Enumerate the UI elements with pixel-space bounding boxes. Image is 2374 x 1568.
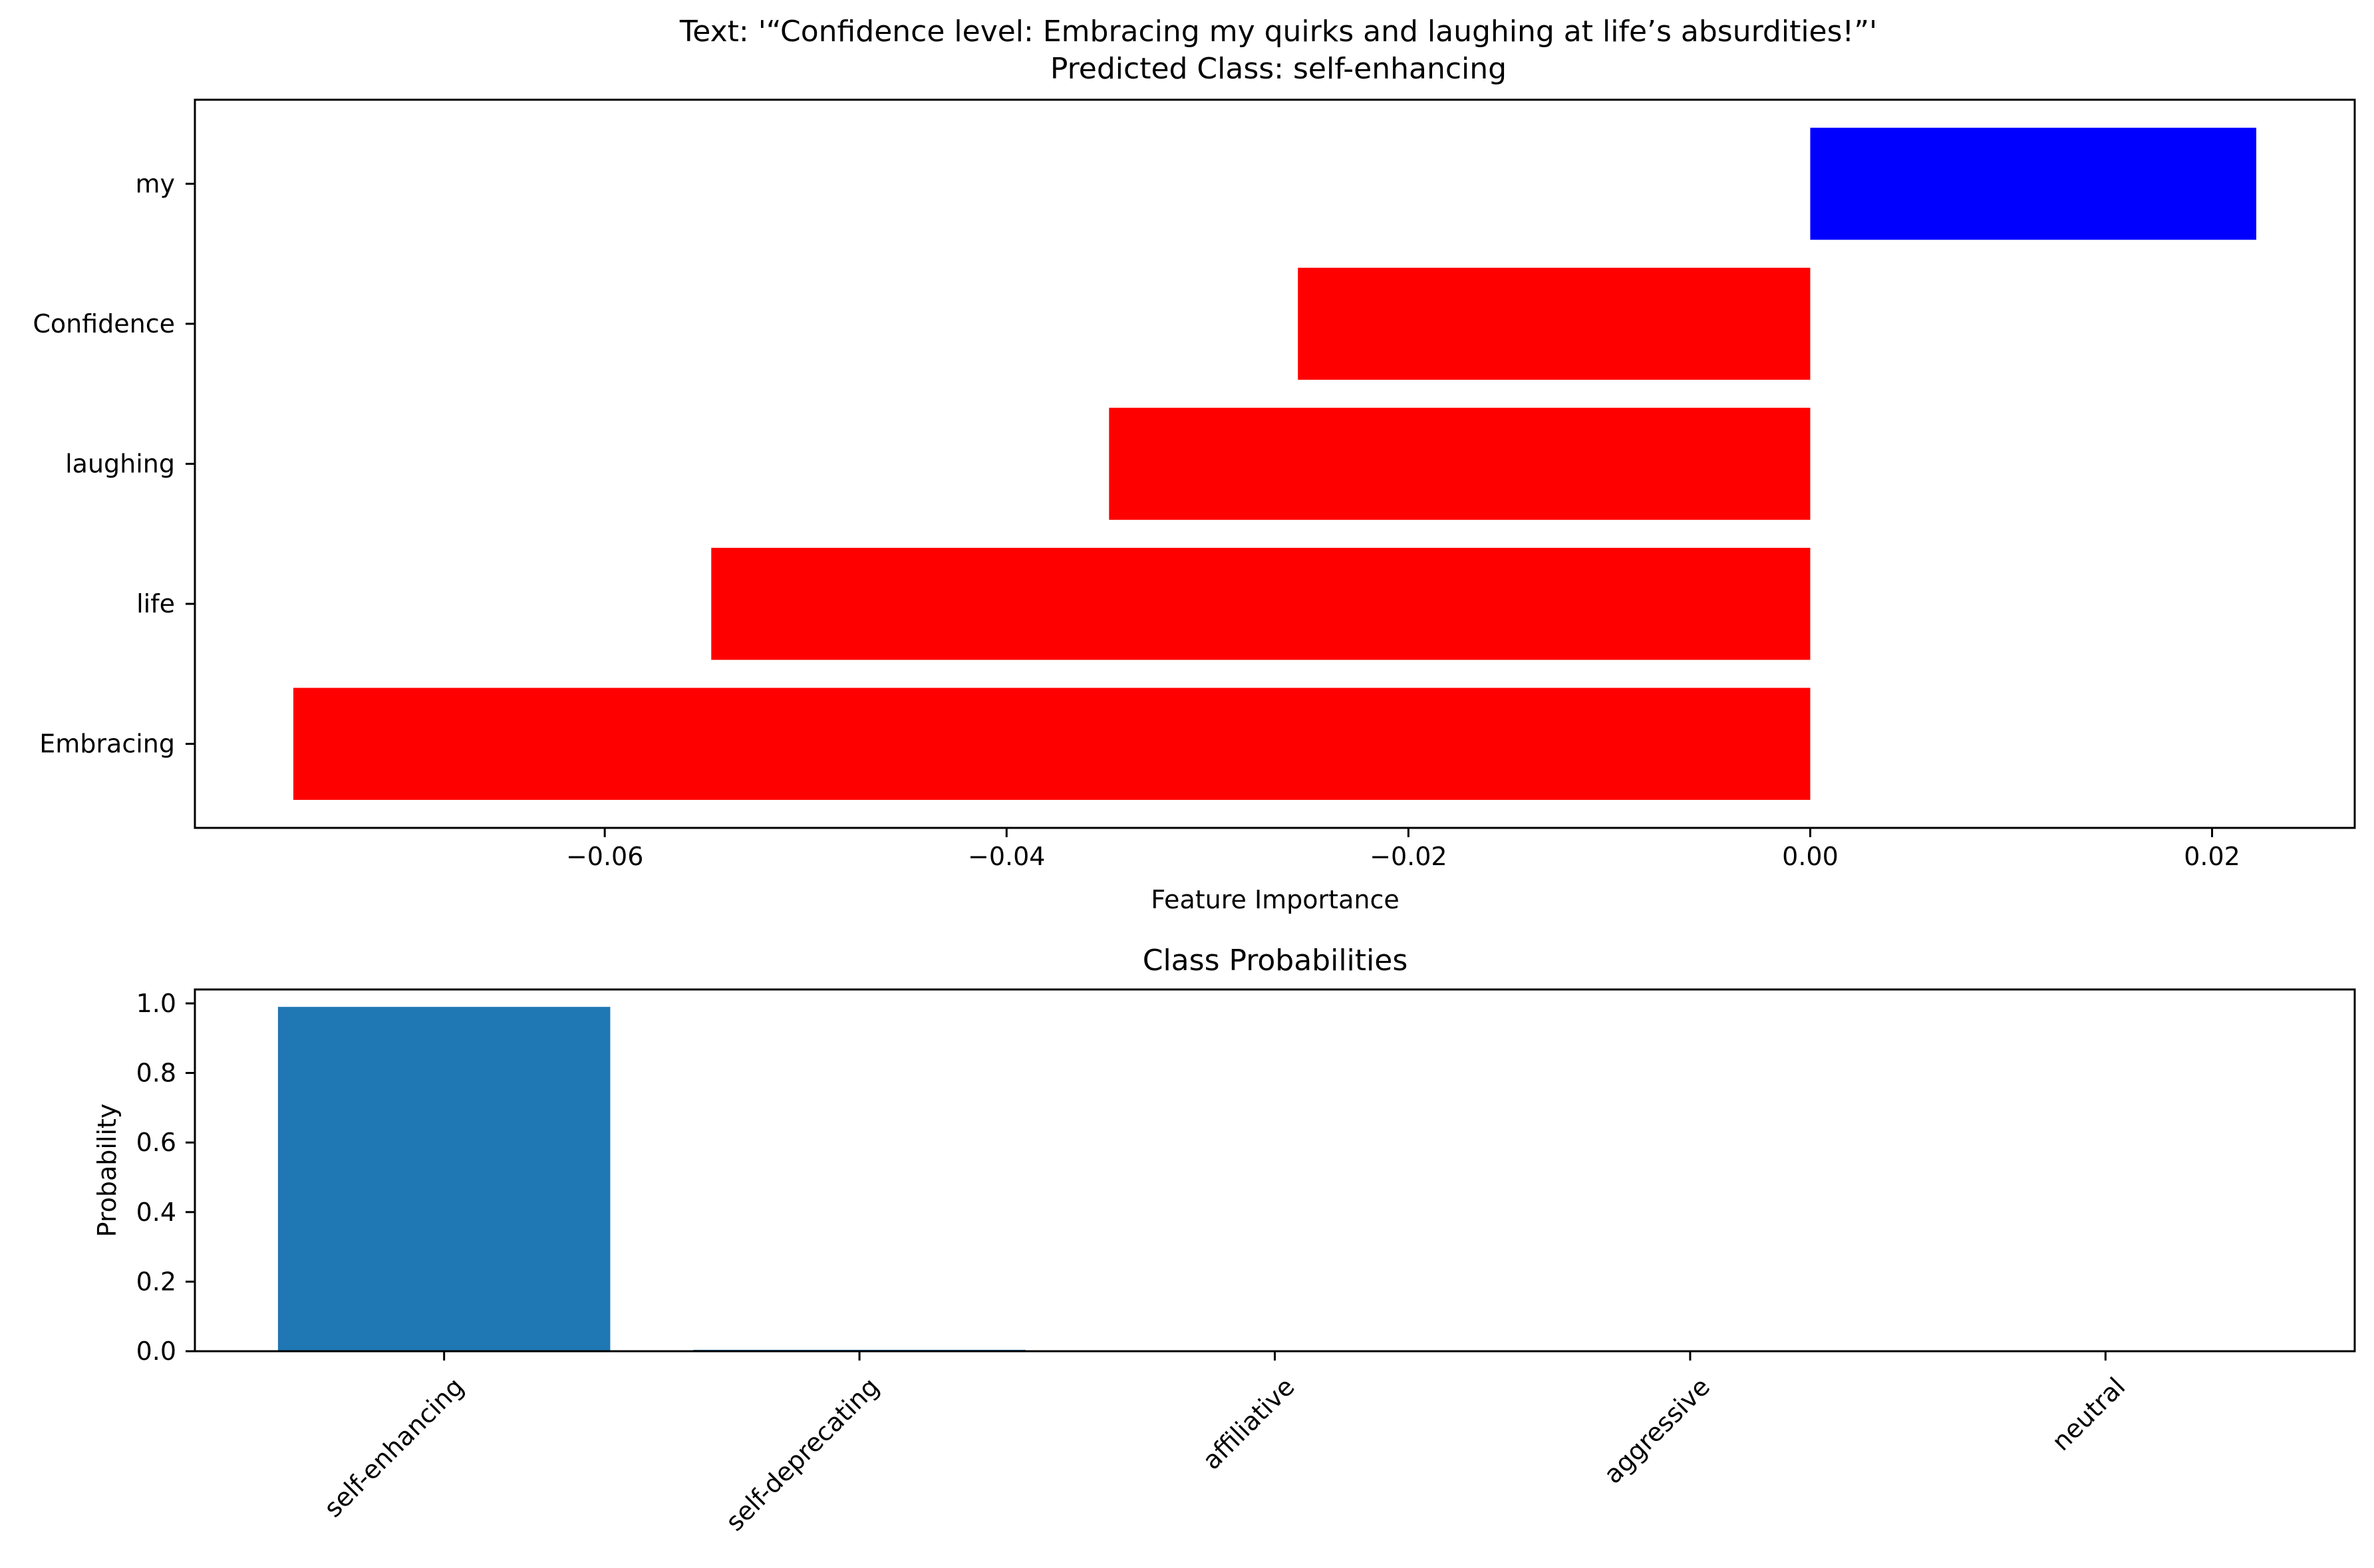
feature-bar-embracing	[293, 688, 1811, 800]
feature-importance-x-axis-label: Feature Importance	[1151, 885, 1399, 914]
x-tick-label: 0.02	[2184, 842, 2240, 871]
y-tick-label-life: life	[136, 589, 175, 618]
x-tick-label: −0.02	[1370, 842, 1447, 871]
probability-bar-self-enhancing	[277, 1007, 611, 1351]
class-probabilities-y-axis-label: Probability	[92, 1104, 122, 1238]
y-tick-label: 0.4	[136, 1198, 176, 1227]
x-tick-label: 0.00	[1782, 842, 1839, 871]
feature-bar-laughing	[1109, 408, 1811, 520]
y-tick-label: 0.0	[136, 1337, 176, 1366]
y-tick-label-my: my	[135, 169, 175, 198]
y-tick-label-laughing: laughing	[65, 450, 175, 479]
x-tick-label: −0.04	[968, 842, 1045, 871]
figure-title-line1: Text: '“Confidence level: Embracing my q…	[679, 15, 1877, 49]
y-tick-label-confidence: Confidence	[33, 309, 175, 338]
feature-bar-confidence	[1298, 267, 1811, 380]
y-tick-label-embracing: Embracing	[39, 729, 175, 759]
feature-bar-life	[711, 547, 1811, 660]
y-tick-label: 0.8	[136, 1059, 176, 1088]
y-tick-label: 0.6	[136, 1128, 176, 1157]
figure-title-line2: Predicted Class: self-enhancing	[1050, 52, 1507, 86]
feature-bar-my	[1810, 128, 2256, 240]
feature-importance-chart: my Confidence laughing life Embracing −0.06 −…	[33, 98, 2356, 914]
x-tick-label: −0.06	[566, 842, 643, 871]
class-probabilities-title: Class Probabilities	[1143, 944, 1408, 978]
y-tick-label: 1.0	[136, 989, 176, 1018]
y-tick-label: 0.2	[136, 1267, 176, 1296]
